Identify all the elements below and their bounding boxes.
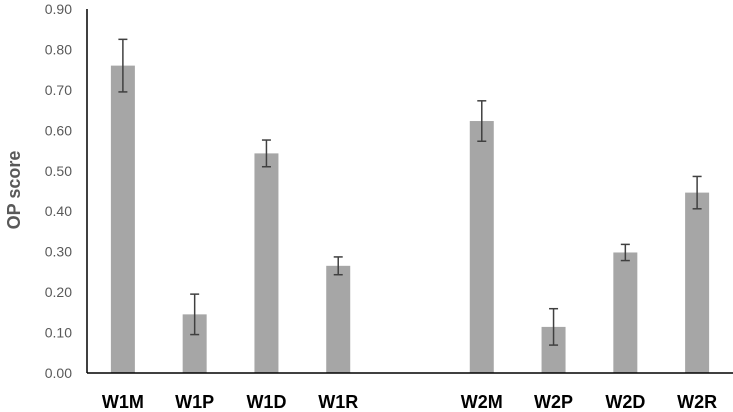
y-tick-label: 0.30 — [45, 244, 72, 260]
axes — [86, 9, 733, 374]
bars — [110, 65, 710, 373]
error-bar — [620, 243, 630, 262]
y-tick-label: 0.10 — [45, 325, 72, 341]
x-axis-labels: W1M W1P W1D W1R W2M W2P W2D W2R — [102, 392, 717, 412]
x-category-label: W1D — [246, 392, 286, 412]
y-tick-label: 0.50 — [45, 163, 72, 179]
y-axis: 0.00 0.10 0.20 0.30 0.40 0.50 0.60 0.70 0.80 0.90 — [45, 1, 72, 381]
bar — [254, 153, 279, 373]
y-tick-label: 0.20 — [45, 284, 72, 300]
error-bars — [118, 38, 702, 346]
bar — [469, 121, 494, 373]
x-category-label: W2P — [534, 392, 573, 412]
y-tick-label: 0.80 — [45, 41, 72, 57]
bar — [326, 265, 351, 373]
x-category-label: W1R — [318, 392, 358, 412]
error-bar — [118, 38, 128, 93]
error-bar — [477, 100, 487, 143]
bar — [613, 252, 638, 373]
error-bar — [261, 139, 271, 168]
error-bar — [333, 256, 343, 276]
y-tick-label: 0.90 — [45, 1, 72, 17]
y-tick-label: 0.60 — [45, 122, 72, 138]
x-category-label: W1P — [175, 392, 214, 412]
bar — [110, 65, 135, 373]
x-category-label: W1M — [102, 392, 144, 412]
x-category-label: W2D — [605, 392, 645, 412]
x-category-label: W2M — [461, 392, 503, 412]
y-tick-label: 0.70 — [45, 82, 72, 98]
error-bar — [692, 175, 702, 210]
error-bar — [549, 307, 559, 346]
x-category-label: W2R — [677, 392, 717, 412]
error-bar — [190, 293, 200, 336]
y-tick-label: 0.00 — [45, 365, 72, 381]
y-tick-label: 0.40 — [45, 203, 72, 219]
y-axis-label: OP score — [4, 151, 24, 230]
bar — [685, 192, 710, 373]
